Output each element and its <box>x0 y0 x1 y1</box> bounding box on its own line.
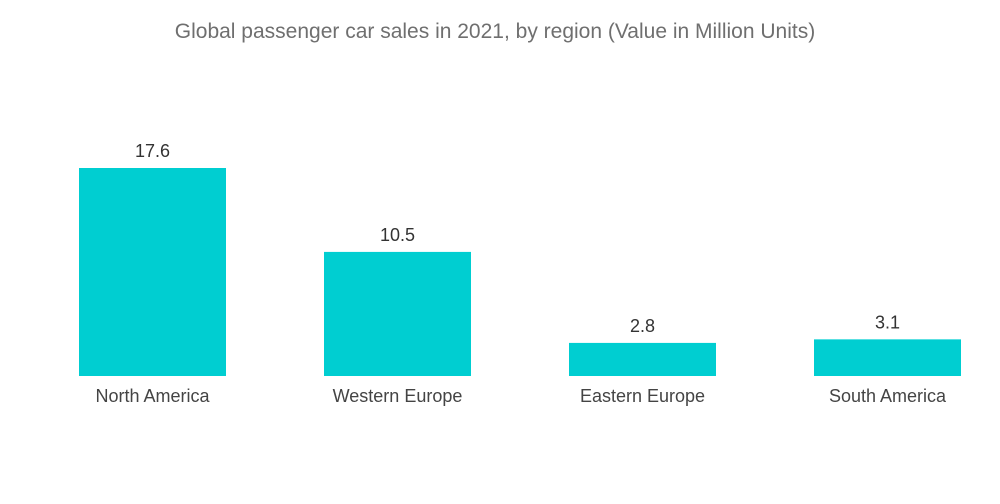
category-label-western-europe: Western Europe <box>333 386 463 406</box>
category-label-south-america: South America <box>829 386 947 406</box>
bar-south-america <box>814 339 961 376</box>
value-labels-layer: 17.6 10.5 2.8 3.1 <box>135 141 900 336</box>
bar-eastern-europe <box>569 342 716 376</box>
value-label-eastern-europe: 2.8 <box>630 316 655 336</box>
chart-title: Global passenger car sales in 2021, by r… <box>175 20 815 43</box>
bar-western-europe <box>324 251 471 376</box>
value-label-north-america: 17.6 <box>135 141 170 161</box>
category-label-eastern-europe: Eastern Europe <box>580 386 705 406</box>
bar-north-america <box>79 168 226 376</box>
category-labels-layer: North America Western Europe Eastern Europ… <box>95 386 947 406</box>
value-label-western-europe: 10.5 <box>380 225 415 245</box>
value-label-south-america: 3.1 <box>875 312 900 332</box>
category-label-north-america: North America <box>95 386 210 406</box>
bars-layer <box>79 168 961 376</box>
